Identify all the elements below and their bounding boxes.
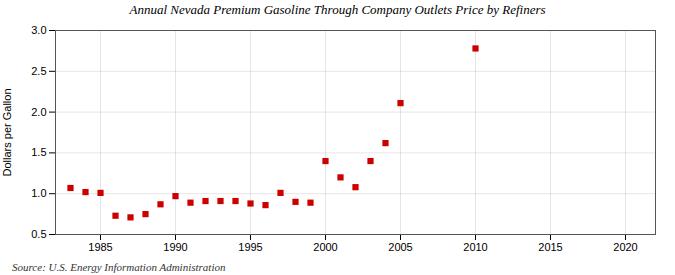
svg-text:2.5: 2.5 [31,65,46,77]
html-text:Annual Nevada Premium Gasoline: Annual Nevada Premium Gasoline Through C… [129,2,546,17]
svg-text:2015: 2015 [538,241,562,253]
svg-text:2010: 2010 [463,241,487,253]
svg-text:1.5: 1.5 [31,146,46,158]
svg-text:Dollars per Gallon: Dollars per Gallon [1,88,13,176]
svg-text:1995: 1995 [238,241,262,253]
svg-text:1985: 1985 [88,241,112,253]
svg-text:1990: 1990 [163,241,187,253]
html-text:Source: U.S. Energy Informatio: Source: U.S. Energy Information Administ… [12,261,226,273]
svg-text:2005: 2005 [388,241,412,253]
svg-text:2.0: 2.0 [31,106,46,118]
svg-text:0.5: 0.5 [31,228,46,240]
svg-text:1.0: 1.0 [31,187,46,199]
svg-text:3.0: 3.0 [31,24,46,36]
svg-text:2000: 2000 [313,241,337,253]
svg-text:2020: 2020 [613,241,637,253]
